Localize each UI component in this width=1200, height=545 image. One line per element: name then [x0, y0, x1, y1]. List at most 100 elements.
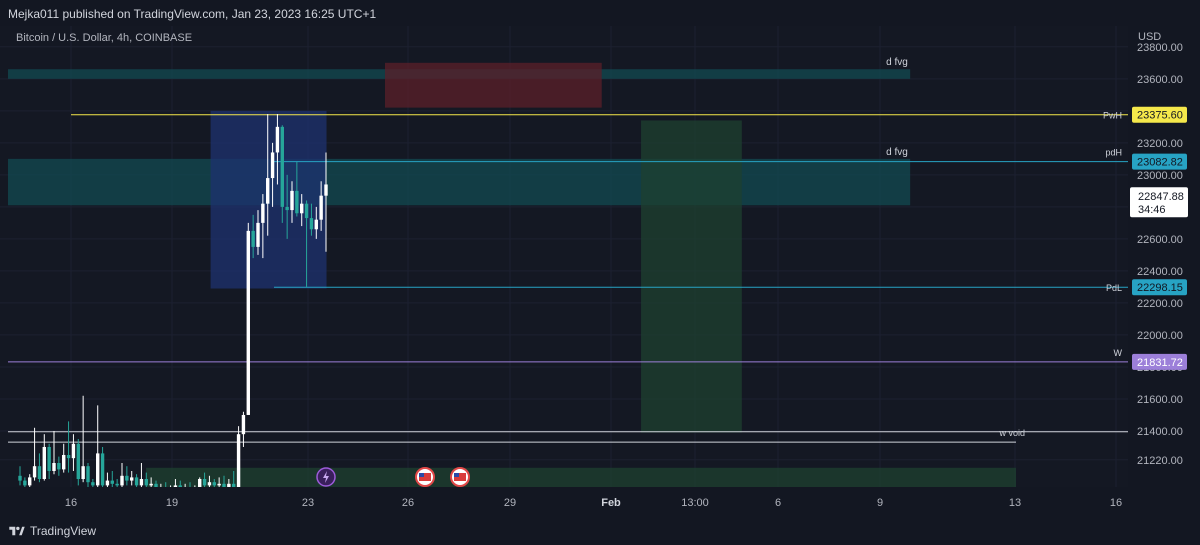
- tradingview-logo-icon: [9, 526, 25, 536]
- candle-body[interactable]: [18, 475, 22, 481]
- candle-body[interactable]: [28, 477, 32, 486]
- candle-body[interactable]: [300, 203, 304, 214]
- time-tick-label: 23: [302, 497, 314, 509]
- current-price-tag: [1130, 187, 1188, 218]
- candle-body[interactable]: [66, 454, 71, 459]
- time-tick-label: 26: [402, 497, 414, 509]
- price-tick-label: 22200.00: [1137, 298, 1183, 310]
- time-tick-label: 6: [775, 497, 781, 509]
- candle-body[interactable]: [81, 466, 85, 479]
- candle-body[interactable]: [275, 126, 280, 153]
- price-tag-text-pdh: 23082.82: [1137, 157, 1183, 169]
- zone-box[interactable]: [641, 120, 742, 433]
- zone-d-fvg[interactable]: [8, 158, 911, 206]
- price-tag-pwh: [1132, 106, 1187, 123]
- time-tick-label: 19: [166, 497, 178, 509]
- price-chart[interactable]: d fvg d fvg PwH pdH PdL Ww void USD 21220.00 214…: [0, 26, 1200, 516]
- level-label-pdh: pdH: [1105, 148, 1122, 158]
- candle-body[interactable]: [71, 443, 76, 459]
- time-tick-label: 16: [65, 497, 77, 509]
- candle-body[interactable]: [266, 178, 270, 204]
- tradingview-logo[interactable]: TradingView: [8, 524, 96, 538]
- candle-body[interactable]: [130, 477, 134, 481]
- candle-body[interactable]: [23, 480, 27, 486]
- price-tick-label: 22400.00: [1137, 266, 1183, 278]
- current-price-countdown: 34:46: [1138, 204, 1166, 216]
- candle-body[interactable]: [256, 222, 260, 247]
- candle-body[interactable]: [154, 483, 158, 489]
- candle-body[interactable]: [251, 230, 255, 247]
- candle-body[interactable]: [62, 454, 66, 470]
- candle-body[interactable]: [295, 190, 299, 214]
- price-tick-label: 23800.00: [1137, 42, 1183, 54]
- candle-body[interactable]: [86, 466, 90, 483]
- candle-body[interactable]: [232, 483, 236, 487]
- price-tick-label: 23000.00: [1137, 170, 1183, 182]
- candle-body[interactable]: [227, 483, 231, 487]
- level-label-w: W: [1114, 348, 1123, 358]
- candle-body[interactable]: [304, 203, 309, 219]
- price-tag-text-pdl: 22298.15: [1137, 282, 1183, 294]
- price-tick-label: 22600.00: [1137, 234, 1183, 246]
- candle-body[interactable]: [246, 230, 250, 415]
- price-tag-text-pwh: 23375.60: [1137, 110, 1183, 122]
- candle-body[interactable]: [217, 483, 221, 486]
- time-tick-label: 13:00: [681, 497, 709, 509]
- logo-text: TradingView: [30, 524, 97, 538]
- price-tick-label: 21600.00: [1137, 394, 1183, 406]
- candle-body[interactable]: [241, 414, 246, 435]
- candle-body[interactable]: [134, 477, 139, 486]
- lightning-glyph: [323, 471, 329, 483]
- price-tag-w: [1132, 353, 1187, 370]
- candle-body[interactable]: [236, 434, 241, 487]
- price-tag-pdh: [1132, 153, 1187, 170]
- candle-body[interactable]: [207, 482, 212, 486]
- candle-body[interactable]: [120, 475, 124, 486]
- candle-body[interactable]: [125, 475, 129, 481]
- price-tick-label: 23200.00: [1137, 138, 1183, 150]
- level-label-pwh: PwH: [1103, 111, 1122, 121]
- candle-body[interactable]: [314, 219, 318, 230]
- candle-body[interactable]: [149, 483, 153, 486]
- candle-body[interactable]: [57, 462, 61, 470]
- candle-body[interactable]: [270, 152, 275, 179]
- candle-body[interactable]: [198, 478, 202, 487]
- candle-body[interactable]: [96, 453, 100, 486]
- candle-body[interactable]: [290, 190, 294, 211]
- candle-body[interactable]: [76, 443, 80, 479]
- candle-body[interactable]: [319, 195, 323, 220]
- candle-body[interactable]: [115, 483, 119, 486]
- candle-body[interactable]: [144, 478, 148, 486]
- candle-body[interactable]: [91, 482, 95, 486]
- candle-body[interactable]: [32, 466, 37, 478]
- candle-body[interactable]: [222, 483, 226, 487]
- candle-body[interactable]: [139, 478, 144, 486]
- candle-body[interactable]: [42, 446, 46, 479]
- candle-body[interactable]: [324, 184, 328, 196]
- zone-label: d fvg: [886, 147, 908, 158]
- candle-body[interactable]: [105, 480, 110, 486]
- current-price-text: 22847.88: [1138, 191, 1184, 203]
- candle-body[interactable]: [37, 466, 42, 479]
- candle-body[interactable]: [285, 206, 289, 211]
- flag-stripes: [419, 473, 431, 481]
- candle-body[interactable]: [261, 203, 265, 223]
- price-tick-label: 21220.00: [1137, 455, 1183, 467]
- candle-body[interactable]: [110, 480, 114, 484]
- zone-box[interactable]: [384, 62, 602, 108]
- candle-body[interactable]: [173, 485, 178, 487]
- candle-body[interactable]: [309, 218, 314, 230]
- price-tag-pdl: [1132, 279, 1187, 296]
- time-tick-label: 9: [877, 497, 883, 509]
- candle-body[interactable]: [52, 462, 56, 471]
- level-label-pdl: PdL: [1106, 283, 1122, 293]
- candle-body[interactable]: [47, 446, 51, 471]
- publisher-bar: Mejka011 published on TradingView.com, J…: [0, 0, 1200, 26]
- time-tick-label: 16: [1110, 497, 1122, 509]
- candle-body[interactable]: [212, 482, 216, 486]
- candle-body[interactable]: [100, 453, 105, 486]
- candle-body[interactable]: [280, 126, 284, 207]
- w-void-label: w void: [998, 428, 1025, 438]
- time-axis[interactable]: [0, 487, 1128, 516]
- candle-body[interactable]: [202, 478, 207, 486]
